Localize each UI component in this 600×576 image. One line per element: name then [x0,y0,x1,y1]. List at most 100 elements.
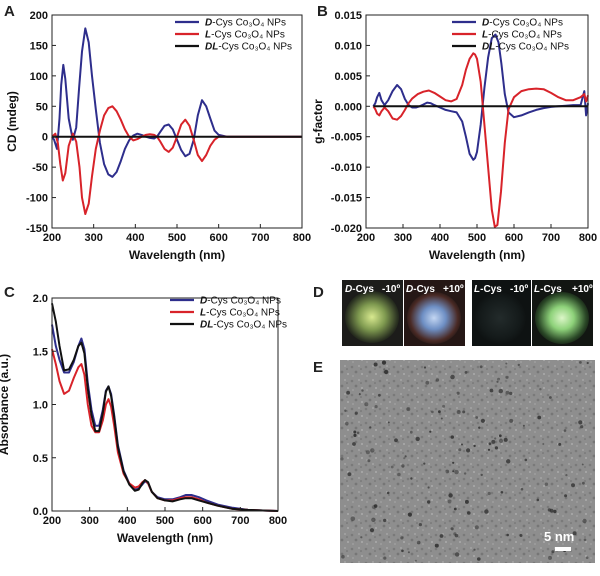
series-line-d [51,324,279,512]
tem-particle [350,516,356,521]
photo-2-name: -Cys [413,284,435,295]
x-tick-label: 300 [394,232,412,244]
scale-bar [555,547,571,551]
tem-particle [503,437,508,442]
panel-label-d: D [313,284,324,301]
y-axis-title: Absorbance (a.u.) [0,354,11,455]
y-tick-label: 50 [36,101,48,113]
tem-particle [452,461,455,464]
photo-3-angle: -10º [510,284,528,295]
tem-particle [467,511,471,515]
g-factor-chart: 200 300 400 500 600 700 800 -0.020 -0.015 -0.010 -… [311,10,597,262]
panel-label-a: A [4,3,15,20]
cd-spectrum-chart: 200 300 400 500 600 700 800 -150 -100 -50 0 50 100 15… [5,10,311,262]
tem-particle [549,508,554,513]
tem-particle [346,390,350,395]
y-tick-label: 0.0 [33,506,48,518]
legend-name: -Cys Co₃O₄ NPs [207,296,281,307]
tem-particle [505,390,510,395]
tem-particle [454,469,459,475]
tem-particle [506,459,511,464]
tem-particle [473,444,476,448]
tem-particle [371,517,376,522]
legend-prefix: L [205,30,211,41]
absorbance-chart: 200 300 400 500 600 700 800 0.0 0.5 1.0 1.5 2.0 Wave… [0,293,287,545]
tem-particle [558,442,562,446]
x-tick-label: 600 [209,232,227,244]
x-tick-label: 800 [579,232,597,244]
tem-particle [344,409,347,412]
tem-particle [585,556,589,559]
tem-nanoparticles [340,360,589,562]
tem-particle [383,518,387,523]
tem-particle [438,410,441,414]
tem-particle [403,457,406,460]
tem-particle [407,551,410,554]
panel-label-b: B [317,3,328,20]
tem-particle [454,533,459,538]
tem-particle [522,424,525,427]
y-axis-title: CD (mdeg) [5,91,19,152]
x-tick-label: 800 [293,232,311,244]
x-tick-label: 200 [43,232,61,244]
tem-image-panel-e: 5 nm [340,360,595,563]
tem-particle [475,416,479,419]
x-tick-label: 400 [118,515,136,527]
x-tick-label: 300 [84,232,102,244]
tem-particle [452,470,455,473]
y-tick-label: -50 [32,162,48,174]
legend-name: -Cys Co₃O₄ NPs [213,320,287,331]
tem-particle [401,549,404,553]
tem-particle [456,410,461,414]
tem-particle [462,410,466,414]
tem-particle [509,391,513,396]
tem-particle [505,375,509,379]
tem-particle [373,504,378,508]
y-axis-title: g-factor [311,99,325,144]
photo-4-angle: +10º [572,284,593,295]
tem-particle [519,534,523,537]
legend-prefix: L [200,308,206,319]
tem-particle [551,550,555,554]
tem-particle [353,433,357,437]
tem-particle [448,493,453,498]
tem-particle [450,435,454,439]
tem-particle [360,536,363,539]
tem-particle [447,499,452,504]
photo-3-prefix: L [474,284,480,295]
tem-particle [414,559,417,562]
tem-particle [425,380,430,385]
tem-particle [582,481,585,485]
tem-particle [358,393,361,396]
tem-particle [461,443,463,446]
tem-particle [494,437,497,440]
x-tick-label: 500 [468,232,486,244]
x-tick-label: 500 [168,232,186,244]
x-tick-label: 700 [231,515,249,527]
x-tick-label: 700 [251,232,269,244]
y-tick-label: 150 [30,40,48,52]
tem-particle [370,448,375,453]
tem-particle [537,415,542,420]
photo-2-prefix: D [406,284,413,295]
tem-particle [369,528,375,533]
tem-particle [474,525,479,530]
legend-entry-d: D-Cys Co₃O₄ NPs [482,18,563,29]
legend-prefix: DL [205,42,218,53]
y-tick-label: 0.010 [334,40,362,52]
y-tick-label: -0.015 [331,193,362,205]
tem-particle [571,483,575,488]
photo-4-name: -Cys [540,284,562,295]
x-tick-label: 600 [193,515,211,527]
tem-particle [440,417,443,420]
legend-name: -Cys Co₃O₄ NPs [206,308,280,319]
legend-name: -Cys Co₃O₄ NPs [495,42,569,53]
tem-particle [427,500,431,504]
tem-particle [353,430,357,434]
photo-l-cys-plus10: L-Cys +10º [532,280,593,346]
tem-particle [356,431,360,435]
legend-entry-d: D-Cys Co₃O₄ NPs [200,296,281,307]
tem-particle [345,421,349,426]
tem-particle [364,402,369,407]
tem-particle [429,430,432,433]
